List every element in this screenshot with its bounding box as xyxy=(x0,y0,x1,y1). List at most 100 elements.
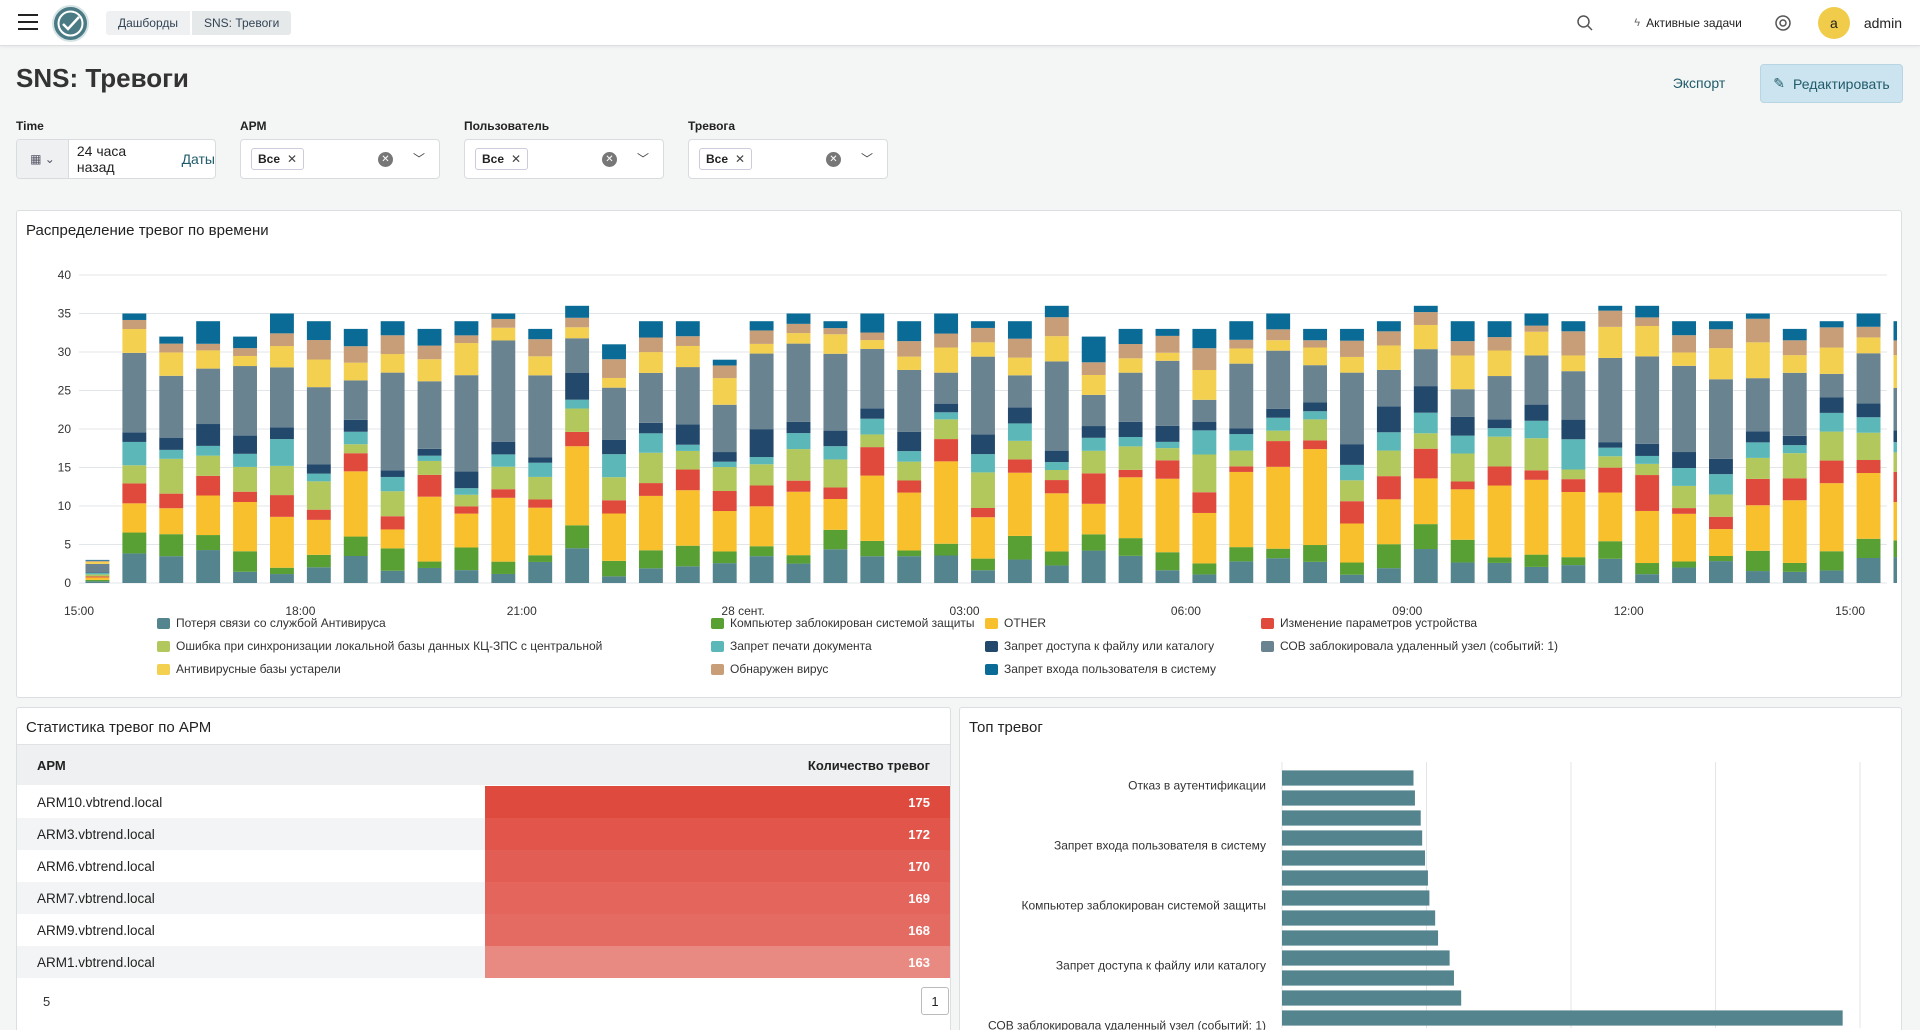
timeline-bar-segment[interactable] xyxy=(1376,321,1401,332)
timeline-bar-segment[interactable] xyxy=(233,551,257,572)
timeline-bar-segment[interactable] xyxy=(1266,558,1291,583)
timeline-bar-segment[interactable] xyxy=(749,485,774,507)
timeline-bar-segment[interactable] xyxy=(1561,355,1586,372)
timeline-bar-segment[interactable] xyxy=(1413,412,1438,434)
timeline-bar-segment[interactable] xyxy=(306,473,331,482)
timeline-bar-segment[interactable] xyxy=(1450,562,1475,583)
timeline-bar-segment[interactable] xyxy=(269,367,294,428)
timeline-bar-segment[interactable] xyxy=(454,506,479,514)
timeline-bar-segment[interactable] xyxy=(712,378,737,405)
avatar[interactable]: a xyxy=(1817,7,1850,39)
timeline-bar-segment[interactable] xyxy=(343,362,368,381)
timeline-bar-segment[interactable] xyxy=(343,419,368,432)
timeline-bar-segment[interactable] xyxy=(1635,475,1660,511)
timeline-bar-segment[interactable] xyxy=(1081,362,1106,375)
timeline-bar-segment[interactable] xyxy=(1893,340,1897,356)
timeline-bar-segment[interactable] xyxy=(196,550,221,583)
timeline-bar-segment[interactable] xyxy=(1376,345,1401,370)
timeline-bar-segment[interactable] xyxy=(1007,423,1032,441)
timeline-bar-segment[interactable] xyxy=(712,365,737,379)
timeline-bar-segment[interactable] xyxy=(1081,437,1106,451)
timeline-bar-segment[interactable] xyxy=(528,499,553,508)
timeline-bar-segment[interactable] xyxy=(971,558,995,571)
timeline-bar-segment[interactable] xyxy=(638,452,663,484)
table-row[interactable]: ARM1.vbtrend.local 163 xyxy=(17,946,950,978)
timeline-bar-segment[interactable] xyxy=(1782,372,1807,436)
timeline-bar-segment[interactable] xyxy=(1376,432,1401,451)
timeline-bar-segment[interactable] xyxy=(1155,352,1180,361)
top-alarm-bar[interactable] xyxy=(1282,1010,1843,1026)
timeline-bar-segment[interactable] xyxy=(897,356,922,370)
timeline-bar-segment[interactable] xyxy=(1007,459,1032,473)
legend-item[interactable]: Запрет входа пользователя в систему xyxy=(985,662,1216,676)
timeline-bar-segment[interactable] xyxy=(85,579,110,582)
timeline-bar-segment[interactable] xyxy=(1192,574,1217,583)
timeline-bar-segment[interactable] xyxy=(786,433,811,450)
top-alarm-bar[interactable] xyxy=(1282,790,1415,806)
timeline-bar-segment[interactable] xyxy=(85,576,110,578)
timeline-bar-segment[interactable] xyxy=(122,313,147,320)
clear-icon[interactable]: ✕ xyxy=(602,152,617,167)
timeline-bar-segment[interactable] xyxy=(565,338,590,374)
menu-icon[interactable] xyxy=(18,14,38,30)
timeline-bar-segment[interactable] xyxy=(343,471,368,537)
timeline-bar-segment[interactable] xyxy=(1266,548,1291,559)
legend-item[interactable]: Антивирусные базы устарели xyxy=(157,662,341,676)
timeline-bar-segment[interactable] xyxy=(306,481,331,510)
timeline-bar-segment[interactable] xyxy=(934,347,959,373)
timeline-bar-segment[interactable] xyxy=(1782,328,1807,341)
timeline-bar-segment[interactable] xyxy=(934,372,959,404)
timeline-bar-segment[interactable] xyxy=(1856,337,1881,354)
timeline-bar-segment[interactable] xyxy=(749,457,774,465)
timeline-bar-segment[interactable] xyxy=(1303,340,1328,348)
timeline-bar-segment[interactable] xyxy=(233,502,257,552)
timeline-bar-segment[interactable] xyxy=(1561,492,1586,558)
timeline-bar-segment[interactable] xyxy=(1192,454,1217,493)
timeline-bar-segment[interactable] xyxy=(1303,365,1328,403)
timeline-bar-segment[interactable] xyxy=(749,506,774,547)
timeline-bar-segment[interactable] xyxy=(491,441,516,455)
timeline-bar-segment[interactable] xyxy=(269,313,294,334)
timeline-bar-segment[interactable] xyxy=(1524,404,1549,421)
timeline-bar-segment[interactable] xyxy=(1893,557,1897,583)
timeline-bar-segment[interactable] xyxy=(306,509,331,520)
username[interactable]: admin xyxy=(1863,15,1902,31)
timeline-bar-segment[interactable] xyxy=(491,318,516,328)
timeline-bar-segment[interactable] xyxy=(1303,328,1328,341)
timeline-bar-segment[interactable] xyxy=(602,344,626,360)
timeline-bar-segment[interactable] xyxy=(122,483,147,504)
timeline-bar-segment[interactable] xyxy=(860,556,885,583)
timeline-bar-segment[interactable] xyxy=(233,453,257,467)
timeline-bar-segment[interactable] xyxy=(233,466,257,492)
timeline-bar-segment[interactable] xyxy=(786,480,811,492)
timeline-bar-segment[interactable] xyxy=(528,328,553,340)
timeline-bar-segment[interactable] xyxy=(1709,516,1733,530)
legend-item[interactable]: Компьютер заблокирован системой защиты xyxy=(711,616,975,630)
timeline-bar-segment[interactable] xyxy=(1893,471,1897,503)
timeline-bar-segment[interactable] xyxy=(1376,568,1401,583)
timeline-bar-segment[interactable] xyxy=(1561,419,1586,440)
edit-button[interactable]: ✎ Редактировать xyxy=(1760,64,1903,103)
timeline-bar-segment[interactable] xyxy=(1598,558,1623,583)
timeline-bar-segment[interactable] xyxy=(1266,408,1291,418)
timeline-bar-segment[interactable] xyxy=(1598,305,1623,311)
timeline-bar-segment[interactable] xyxy=(1450,481,1475,490)
timeline-bar-segment[interactable] xyxy=(823,334,848,354)
timeline-bar-segment[interactable] xyxy=(1782,500,1807,563)
timeline-bar-segment[interactable] xyxy=(1856,403,1881,418)
timeline-bar-segment[interactable] xyxy=(159,343,184,353)
timeline-bar-segment[interactable] xyxy=(233,336,257,349)
timeline-bar-segment[interactable] xyxy=(712,359,737,366)
timeline-bar-segment[interactable] xyxy=(1044,450,1069,463)
time-value[interactable]: 24 часа назад xyxy=(76,143,127,175)
timeline-bar-segment[interactable] xyxy=(1007,338,1032,358)
timeline-bar-segment[interactable] xyxy=(343,536,368,556)
timeline-bar-segment[interactable] xyxy=(638,321,663,338)
timeline-bar-segment[interactable] xyxy=(934,333,959,348)
timeline-bar-segment[interactable] xyxy=(1524,355,1549,405)
dates-link[interactable]: Даты xyxy=(181,151,215,167)
timeline-bar-segment[interactable] xyxy=(823,529,848,550)
timeline-bar-segment[interactable] xyxy=(1413,448,1438,479)
timeline-bar-segment[interactable] xyxy=(860,418,885,435)
timeline-bar-segment[interactable] xyxy=(196,455,221,476)
